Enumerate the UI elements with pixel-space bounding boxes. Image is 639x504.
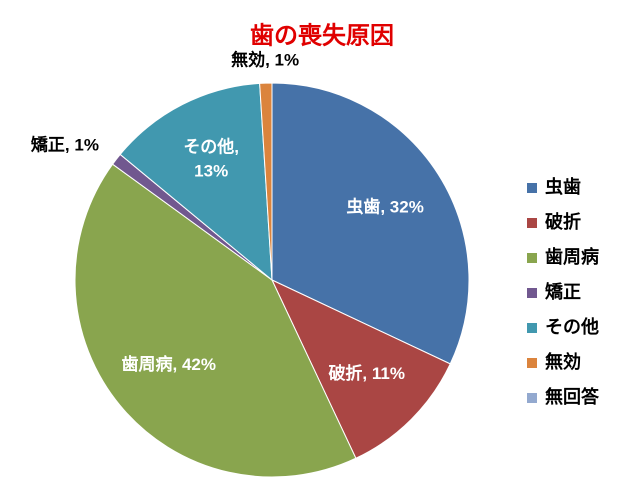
pie-slice	[271, 82, 470, 365]
legend-label: 破折	[545, 211, 581, 232]
legend-label: その他	[545, 316, 599, 337]
legend-swatch	[527, 288, 537, 298]
legend-label: 無効	[545, 351, 581, 372]
data-label: 破折, 11%	[328, 363, 405, 383]
data-label: 無効, 1%	[231, 50, 299, 70]
data-label: その他, 13%	[183, 137, 239, 181]
legend-swatch	[527, 393, 537, 403]
legend-label: 矯正	[545, 281, 581, 302]
chart-title: 歯の喪失原因	[250, 21, 394, 49]
legend-swatch	[527, 358, 537, 368]
legend-swatch	[527, 323, 537, 333]
pie-slice	[74, 163, 357, 478]
legend-swatch	[527, 183, 537, 193]
pie-slice	[119, 82, 273, 282]
data-label: 歯周病, 42%	[122, 354, 216, 374]
legend-swatch	[527, 218, 537, 228]
legend-swatch	[527, 253, 537, 263]
pie-slice	[270, 278, 451, 459]
legend-label: 歯周病	[545, 246, 599, 267]
data-label: 矯正, 1%	[31, 134, 99, 154]
data-label: 虫歯, 32%	[346, 197, 423, 217]
legend-label: 無回答	[545, 386, 600, 407]
legend-label: 虫歯	[545, 176, 581, 197]
